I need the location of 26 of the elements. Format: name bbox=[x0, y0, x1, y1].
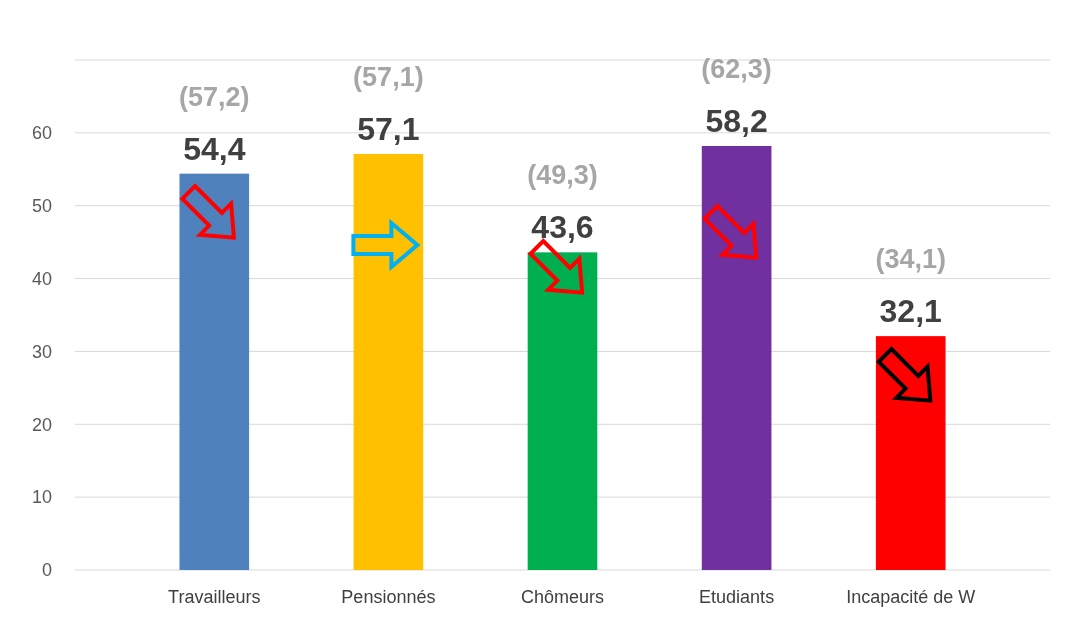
y-tick-label: 40 bbox=[31, 268, 52, 289]
x-tick-label: Travailleurs bbox=[168, 586, 261, 607]
data-label: 54,4 bbox=[183, 130, 246, 167]
annotation: (62,3) bbox=[701, 53, 772, 84]
bar bbox=[875, 336, 946, 570]
x-tick-label: Chômeurs bbox=[520, 586, 605, 607]
y-tick-label: 0 bbox=[41, 560, 52, 581]
y-tick-label: 50 bbox=[31, 195, 52, 216]
y-tick-label: 60 bbox=[31, 123, 52, 144]
bar bbox=[179, 173, 250, 570]
x-tick-label: Pensionnés bbox=[341, 586, 436, 607]
bar bbox=[701, 145, 772, 570]
data-label: 32,1 bbox=[879, 293, 942, 330]
data-label: 57,1 bbox=[357, 110, 420, 147]
y-tick-label: 30 bbox=[31, 341, 52, 362]
annotation: (57,2) bbox=[179, 81, 250, 112]
x-tick-label: Etudiants bbox=[699, 586, 775, 607]
annotation: (49,3) bbox=[527, 160, 598, 191]
data-label: 58,2 bbox=[705, 102, 768, 139]
y-tick-label: 10 bbox=[31, 487, 52, 508]
data-label: 43,6 bbox=[531, 209, 594, 246]
bar bbox=[353, 153, 424, 570]
annotation: (57,1) bbox=[353, 61, 424, 92]
x-tick-label: Incapacité de W bbox=[846, 586, 976, 607]
annotation: (34,1) bbox=[875, 244, 946, 275]
y-tick-label: 20 bbox=[31, 414, 52, 435]
